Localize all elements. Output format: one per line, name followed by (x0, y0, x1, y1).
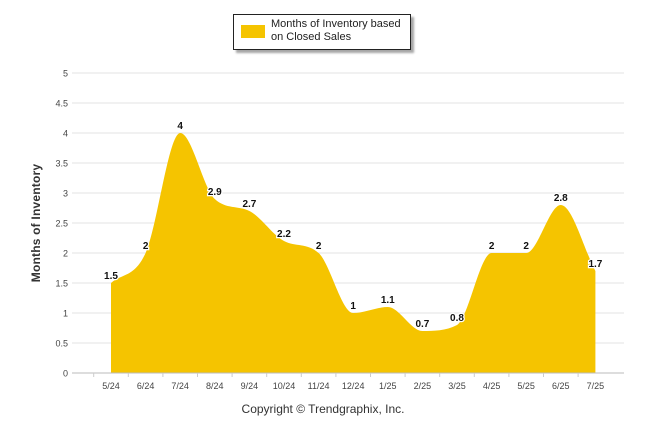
data-label: 0.7 (415, 319, 429, 330)
x-tick-label: 5/24 (102, 381, 120, 391)
x-tick-label: 9/24 (241, 381, 259, 391)
x-tick-label: 1/25 (379, 381, 397, 391)
y-tick-label: 2 (63, 249, 68, 259)
data-label: 2 (523, 241, 529, 252)
y-tick-label: 3 (63, 189, 68, 199)
x-tick-label: 2/25 (414, 381, 432, 391)
data-label: 2.8 (554, 193, 568, 204)
y-tick-label: 0.5 (55, 339, 68, 349)
y-tick-label: 0 (63, 369, 68, 379)
x-tick-label: 6/25 (552, 381, 570, 391)
legend-swatch (241, 25, 265, 38)
x-tick-label: 6/24 (137, 381, 155, 391)
y-tick-label: 4.5 (55, 99, 68, 109)
data-label: 1.7 (588, 259, 602, 270)
data-label: 0.8 (450, 313, 464, 324)
series-area (111, 133, 596, 373)
x-tick-label: 5/25 (517, 381, 535, 391)
y-tick-label: 1 (63, 309, 68, 319)
legend-label: Months of Inventory based on Closed Sale… (271, 18, 401, 43)
x-tick-label: 10/24 (273, 381, 296, 391)
data-label: 2 (489, 241, 495, 252)
y-tick-label: 4 (63, 129, 68, 139)
x-tick-label: 7/24 (171, 381, 189, 391)
y-axis-ticks: 0 0.5 1 1.5 2 2.5 3 3.5 4 4.5 5 (55, 69, 68, 379)
data-label: 1.1 (381, 295, 395, 306)
y-tick-label: 3.5 (55, 159, 68, 169)
x-tick-label: 11/24 (308, 381, 330, 391)
data-label: 2 (143, 241, 149, 252)
data-label: 2 (316, 241, 322, 252)
copyright-footer: Copyright © Trendgraphix, Inc. (241, 402, 405, 416)
data-label: 2.7 (242, 199, 256, 210)
data-label: 2.9 (208, 187, 222, 198)
x-tick-label: 3/25 (448, 381, 466, 391)
y-tick-label: 2.5 (55, 219, 68, 229)
x-tick-label: 12/24 (342, 381, 365, 391)
x-axis-ticks: 5/24 6/24 7/24 8/24 9/24 10/24 11/24 12/24 1/25 2… (93, 373, 605, 391)
y-tick-label: 1.5 (55, 279, 68, 289)
data-label: 1 (350, 301, 356, 312)
x-tick-label: 4/25 (483, 381, 501, 391)
data-label: 4 (177, 121, 183, 132)
y-axis-title: Months of Inventory (29, 163, 43, 283)
data-label: 1.5 (104, 271, 118, 282)
y-tick-label: 5 (63, 69, 68, 79)
data-labels: 1.5 2 4 2.9 2.7 2.2 2 1 1.1 0.7 0.8 2 2 2.8 1.7 (103, 120, 604, 332)
data-label: 2.2 (277, 229, 291, 240)
x-tick-label: 8/24 (206, 381, 224, 391)
x-tick-label: 7/25 (587, 381, 605, 391)
legend: Months of Inventory based on Closed Sale… (233, 14, 411, 50)
